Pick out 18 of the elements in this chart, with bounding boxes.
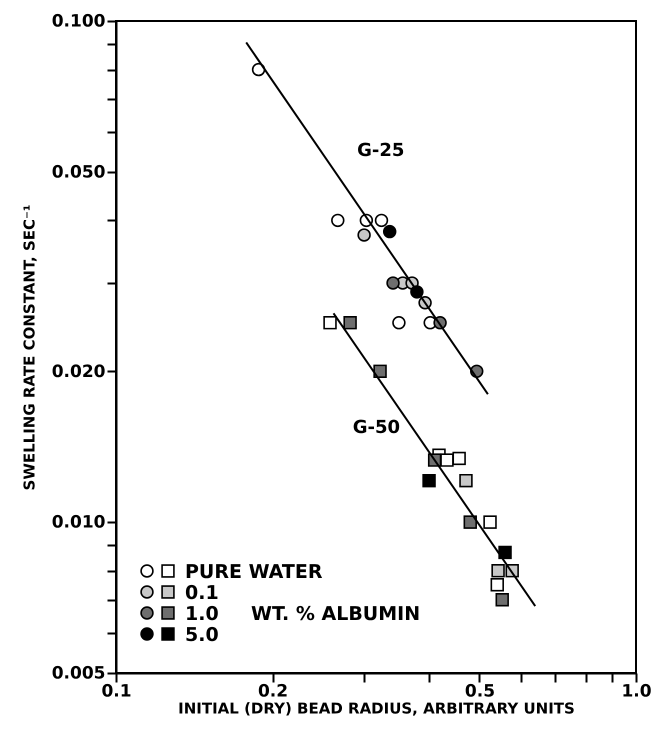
- x-tick-label: 1.0: [621, 682, 652, 702]
- y-tick-label: 0.010: [52, 512, 106, 533]
- y-axis-title: SWELLING RATE CONSTANT, SEC⁻¹: [20, 204, 39, 490]
- y-tick-label: 0.005: [52, 664, 106, 684]
- legend-label: PURE WATER: [185, 561, 323, 583]
- y-tick-label: 0.050: [52, 162, 106, 182]
- y-tick-label: 0.020: [52, 362, 106, 382]
- annotation: WT. % ALBUMIN: [251, 603, 420, 625]
- x-tick-label: 0.5: [464, 682, 496, 702]
- x-axis-title: INITIAL (DRY) BEAD RADIUS, ARBITRARY UNITS: [178, 700, 575, 718]
- x-tick-label: 0.1: [101, 682, 132, 702]
- legend-label: 1.0: [185, 603, 219, 625]
- annotation: G-50: [352, 417, 400, 438]
- y-tick-label: 0.100: [52, 12, 106, 32]
- legend-label: 5.0: [185, 624, 219, 646]
- legend-label: 0.1: [185, 582, 219, 604]
- x-tick-label: 0.2: [258, 682, 288, 702]
- annotation: G-25: [357, 140, 404, 162]
